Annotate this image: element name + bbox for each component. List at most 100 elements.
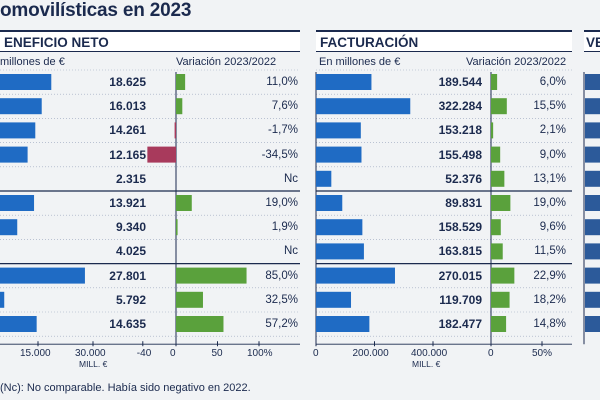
facturacion-axis-unit: MILL. €: [412, 359, 441, 370]
facturacion-variation-bar: [491, 316, 507, 332]
facturacion-variation-label: 13,1%: [533, 172, 566, 185]
facturacion-value-label: 158.529: [438, 220, 482, 235]
facturacion-bar: [316, 74, 372, 90]
facturacion-variation-label: 14,8%: [533, 318, 566, 330]
facturacion-value-label: 52.376: [445, 171, 482, 186]
beneficio-value-label: 14.635: [109, 317, 146, 331]
facturacion-value-label: 153.218: [438, 123, 482, 138]
third-panel-bar: [585, 170, 600, 187]
beneficio-variation-label: -1,7%: [267, 124, 298, 137]
third-panel-bar: [585, 74, 600, 90]
facturacion-variation-label: 2,1%: [539, 124, 566, 137]
third-panel-bar: [585, 195, 600, 211]
facturacion-value-label: 119.709: [439, 292, 482, 307]
facturacion-bar: [316, 170, 332, 187]
beneficio-variation-tick-label: 100%: [247, 348, 273, 360]
beneficio-bar: [0, 291, 5, 308]
beneficio-value-label: 2.315: [115, 171, 146, 186]
facturacion-variation-bar: [491, 219, 501, 236]
facturacion-unit-label: En millones de €: [319, 56, 401, 68]
facturacion-bar: [316, 146, 362, 163]
beneficio-value-label: 5.792: [115, 292, 146, 307]
beneficio-variation-bar: [176, 98, 183, 115]
facturacion-bar: [316, 98, 411, 115]
beneficio-variation-bar: [176, 219, 178, 236]
beneficio-variation-label: 1,9%: [271, 221, 298, 234]
facturacion-variation-tick-label: 0: [488, 348, 494, 360]
beneficio-variation-tick-label: 0: [170, 348, 176, 360]
facturacion-variation-label: 9,0%: [539, 148, 566, 161]
beneficio-value-label: 16.013: [109, 99, 146, 114]
beneficio-bar: [0, 219, 18, 236]
beneficio-variation-label: Variación 2023/2022: [176, 56, 277, 68]
facturacion-variation-label: Variación 2023/2022: [466, 56, 567, 68]
beneficio-value-label: 13.921: [109, 196, 146, 210]
beneficio-variation-label: Nc: [283, 172, 298, 185]
facturacion-tick-label: 200.000: [352, 348, 389, 360]
beneficio-variation-bar: [176, 316, 224, 332]
beneficio-variation-label: 85,0%: [265, 269, 298, 282]
chart-title: omovilísticas en 2023: [0, 0, 192, 21]
facturacion-variation-bar: [491, 267, 515, 284]
third-panel-bar: [585, 316, 600, 332]
facturacion-variation-bar: [491, 122, 494, 139]
beneficio-value-label: 18.625: [109, 75, 146, 89]
facturacion-variation-bar: [491, 170, 505, 187]
beneficio-variation-label: 32,5%: [265, 293, 298, 306]
beneficio-value-label: 14.261: [109, 123, 146, 138]
facturacion-bar: [316, 291, 352, 308]
facturacion-value-label: 155.498: [438, 147, 482, 162]
facturacion-variation-bar: [491, 98, 507, 115]
facturacion-tick-label: 0: [313, 348, 319, 360]
facturacion-variation-label: 19,0%: [533, 197, 566, 209]
beneficio-variation-label: 19,0%: [265, 197, 298, 209]
beneficio-variation-bar: [176, 74, 186, 90]
facturacion-value-label: 89.831: [445, 196, 482, 210]
beneficio-variation-bar: [176, 291, 203, 308]
third-panel-bar: [585, 219, 600, 236]
facturacion-bar: [316, 243, 364, 260]
beneficio-bar: [0, 195, 35, 211]
footnote: (Nc): No comparable. Había sido negativo…: [0, 382, 251, 394]
facturacion-bar: [316, 195, 343, 211]
beneficio-variation-bar: [176, 267, 247, 284]
facturacion-value-label: 182.477: [438, 317, 482, 331]
beneficio-variation-label: 7,6%: [271, 100, 298, 113]
facturacion-variation-bar: [491, 243, 503, 260]
facturacion-variation-bar: [491, 74, 498, 90]
beneficio-variation-bar: [147, 146, 176, 163]
facturacion-variation-tick-label: 50%: [532, 348, 553, 360]
third-panel-bar: [585, 267, 600, 284]
beneficio-bar: [0, 316, 37, 332]
facturacion-bar: [316, 267, 395, 284]
facturacion-bar: [316, 219, 363, 236]
beneficio-header: ENEFICIO NETO: [0, 30, 300, 52]
facturacion-variation-label: 11,5%: [534, 245, 566, 258]
beneficio-variation-bar: [174, 122, 176, 139]
third-panel-bar: [585, 146, 600, 163]
facturacion-variation-label: 22,9%: [533, 269, 566, 282]
beneficio-variation-label: Nc: [283, 245, 298, 258]
facturacion-header: FACTURACIÓN: [316, 30, 572, 52]
beneficio-bar: [0, 146, 28, 163]
beneficio-bar: [0, 122, 36, 139]
third-section-header: VE: [584, 30, 600, 52]
beneficio-bar: [0, 98, 42, 115]
beneficio-variation-tick-label: -40: [136, 348, 152, 360]
beneficio-variation-label: 11,0%: [266, 76, 298, 88]
third-panel-bar: [585, 291, 600, 308]
facturacion-value-label: 163.815: [438, 244, 482, 259]
facturacion-bar: [316, 316, 370, 332]
facturacion-tick-label: 400.000: [411, 348, 448, 360]
facturacion-variation-label: 6,0%: [539, 76, 566, 88]
facturacion-value-label: 270.015: [438, 268, 482, 283]
third-panel-bar: [585, 98, 600, 115]
facturacion-value-label: 189.544: [438, 75, 482, 89]
beneficio-bar: [0, 267, 85, 284]
beneficio-variation-label: 57,2%: [265, 318, 298, 330]
beneficio-axis-unit: MILL. €: [79, 359, 108, 370]
beneficio-variation-label: -34,5%: [261, 148, 298, 161]
beneficio-bar: [0, 74, 52, 90]
beneficio-value-label: 9.340: [115, 220, 146, 235]
